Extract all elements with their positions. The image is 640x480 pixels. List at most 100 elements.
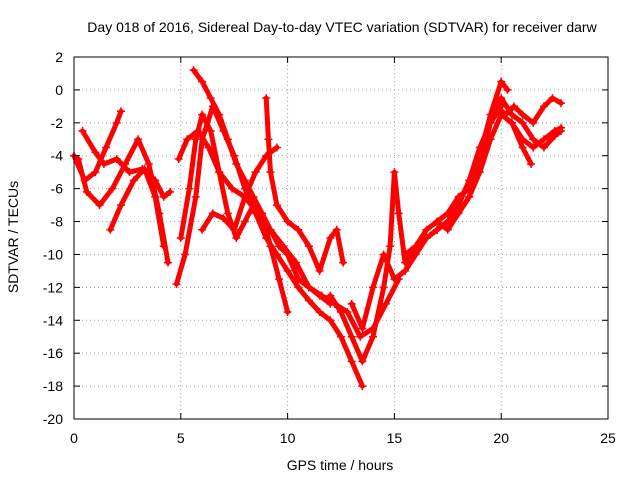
data-point-marker bbox=[390, 275, 399, 284]
data-point-marker bbox=[369, 332, 378, 341]
data-point-marker bbox=[240, 192, 249, 201]
chart-title: Day 018 of 2016, Sidereal Day-to-day VTE… bbox=[87, 19, 597, 35]
data-point-marker bbox=[433, 217, 442, 226]
data-point-marker bbox=[317, 291, 326, 300]
data-point-marker bbox=[486, 135, 495, 144]
data-point-marker bbox=[454, 209, 463, 218]
data-point-marker bbox=[347, 332, 356, 341]
y-tick-label: -14 bbox=[43, 312, 63, 328]
data-point-marker bbox=[78, 127, 87, 136]
data-point-marker bbox=[129, 176, 138, 185]
data-point-marker bbox=[240, 176, 249, 185]
data-point-marker bbox=[116, 107, 125, 116]
data-point-marker bbox=[125, 168, 134, 177]
data-point-marker bbox=[191, 192, 200, 201]
data-point-marker bbox=[223, 135, 232, 144]
x-tick-label: 15 bbox=[387, 430, 403, 446]
data-series bbox=[70, 66, 566, 391]
x-tick-label: 0 bbox=[70, 430, 78, 446]
data-point-marker bbox=[112, 118, 121, 127]
data-point-marker bbox=[422, 225, 431, 234]
data-point-marker bbox=[198, 225, 207, 234]
data-point-marker bbox=[266, 242, 275, 251]
data-point-marker bbox=[381, 299, 390, 308]
data-point-marker bbox=[232, 234, 241, 242]
data-point-marker bbox=[283, 266, 292, 275]
series-9-line bbox=[199, 145, 280, 233]
data-point-marker bbox=[159, 192, 168, 201]
data-point-marker bbox=[518, 143, 527, 152]
data-point-marker bbox=[518, 110, 527, 119]
data-point-marker bbox=[304, 283, 313, 292]
data-point-marker bbox=[304, 242, 313, 251]
data-point-marker bbox=[386, 242, 395, 251]
data-point-marker bbox=[251, 168, 260, 177]
y-tick-label: -20 bbox=[43, 411, 63, 427]
data-point-marker bbox=[529, 135, 538, 144]
x-axis-label: GPS time / hours bbox=[287, 457, 394, 473]
data-point-marker bbox=[518, 135, 527, 144]
data-point-marker bbox=[208, 209, 217, 218]
series-10-points bbox=[262, 94, 348, 275]
data-point-marker bbox=[390, 168, 399, 177]
data-point-marker bbox=[337, 308, 345, 317]
data-point-marker bbox=[326, 291, 335, 300]
data-point-marker bbox=[529, 118, 538, 127]
data-point-marker bbox=[176, 234, 185, 242]
data-point-marker bbox=[266, 168, 275, 177]
data-point-marker bbox=[219, 214, 228, 223]
data-point-marker bbox=[550, 127, 559, 136]
data-point-marker bbox=[443, 225, 452, 234]
series-9-points bbox=[198, 143, 281, 234]
data-point-marker bbox=[503, 85, 512, 94]
y-tick-label: -12 bbox=[43, 279, 63, 295]
series-12-line bbox=[349, 103, 504, 331]
series-4-points bbox=[106, 164, 168, 251]
data-point-marker bbox=[159, 242, 168, 251]
data-point-marker bbox=[337, 332, 345, 341]
series-7-line bbox=[191, 67, 333, 307]
data-point-marker bbox=[315, 308, 324, 317]
data-point-marker bbox=[492, 102, 501, 111]
y-tick-label: -10 bbox=[43, 246, 63, 262]
data-point-marker bbox=[275, 275, 284, 284]
series-16-points bbox=[507, 118, 566, 152]
data-point-marker bbox=[527, 159, 536, 168]
data-point-marker bbox=[151, 176, 160, 185]
data-point-marker bbox=[189, 66, 198, 75]
x-tick-label: 20 bbox=[493, 430, 509, 446]
data-point-marker bbox=[99, 159, 108, 168]
data-point-marker bbox=[272, 143, 281, 152]
data-point-marker bbox=[557, 123, 566, 132]
data-point-marker bbox=[172, 280, 181, 289]
data-point-marker bbox=[108, 184, 117, 193]
data-point-marker bbox=[539, 143, 548, 152]
y-tick-label: 2 bbox=[55, 49, 63, 65]
data-point-marker bbox=[174, 155, 183, 164]
data-point-marker bbox=[497, 77, 506, 86]
data-point-marker bbox=[206, 94, 215, 103]
grid bbox=[74, 57, 608, 419]
data-point-marker bbox=[198, 77, 207, 86]
data-point-marker bbox=[539, 102, 548, 111]
data-point-marker bbox=[518, 118, 527, 127]
data-point-marker bbox=[116, 201, 125, 210]
series-4-line bbox=[107, 166, 167, 249]
data-point-marker bbox=[144, 159, 153, 168]
data-point-marker bbox=[369, 283, 378, 292]
data-point-marker bbox=[539, 135, 548, 144]
data-point-marker bbox=[230, 225, 239, 234]
data-point-marker bbox=[193, 127, 202, 136]
data-point-marker bbox=[401, 250, 410, 259]
data-point-marker bbox=[206, 127, 215, 136]
data-point-marker bbox=[294, 283, 303, 292]
data-point-marker bbox=[215, 168, 224, 177]
data-point-marker bbox=[82, 187, 91, 196]
data-point-marker bbox=[454, 192, 463, 201]
x-tick-label: 5 bbox=[177, 430, 185, 446]
data-point-marker bbox=[443, 209, 452, 218]
data-point-marker bbox=[497, 94, 506, 103]
data-point-marker bbox=[262, 94, 271, 103]
data-point-marker bbox=[163, 258, 172, 267]
